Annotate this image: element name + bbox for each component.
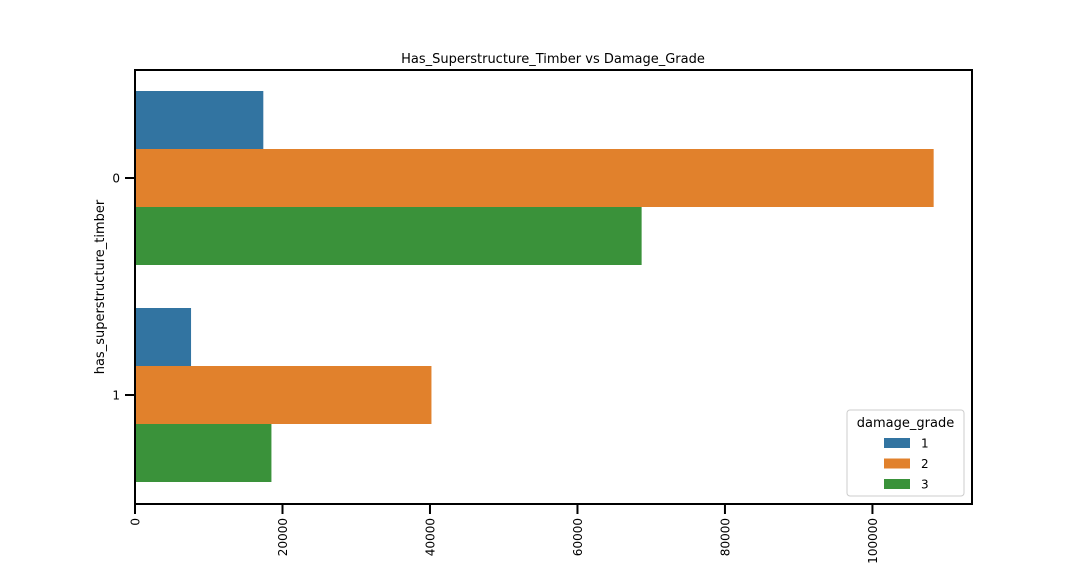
plot-frame [134, 69, 973, 505]
legend-label-1: 1 [921, 437, 929, 451]
bar-1-grade-2 [135, 366, 432, 424]
legend-title: damage_grade [857, 416, 954, 431]
legend-box [846, 409, 965, 497]
legend-swatch-1 [884, 438, 910, 448]
legend-swatch-2 [884, 458, 910, 469]
bar-0-grade-1 [135, 91, 264, 149]
chart-title: Has_Superstructure_Timber vs Damage_Grad… [401, 52, 705, 67]
x-tick-label: 100000 [866, 518, 880, 564]
bars-layer [135, 91, 934, 482]
legend-entries: 1 2 3 [884, 437, 929, 492]
y-axis-label: has_superstructure_timber [93, 199, 108, 374]
x-tick-label: 80000 [718, 518, 732, 556]
legend-label-2: 2 [921, 457, 929, 471]
legend-label-3: 3 [921, 478, 929, 492]
x-tick-label: 40000 [423, 518, 437, 556]
bar-1-grade-1 [135, 308, 192, 366]
x-tick-label: 20000 [276, 518, 290, 556]
x-tick-label: 0 [129, 518, 143, 526]
legend: damage_grade 1 2 3 [846, 409, 965, 497]
bar-0-grade-2 [135, 149, 934, 207]
y-tick-label: 1 [112, 389, 120, 403]
y-ticks: 01 [112, 172, 135, 403]
x-ticks: 0 20000 40000 60000 80000 100000 [129, 504, 880, 564]
x-tick-label: 60000 [571, 518, 585, 556]
y-tick-label: 0 [112, 172, 120, 186]
bar-1-grade-3 [135, 424, 272, 482]
legend-swatch-3 [884, 479, 910, 489]
bar-0-grade-3 [135, 207, 642, 265]
